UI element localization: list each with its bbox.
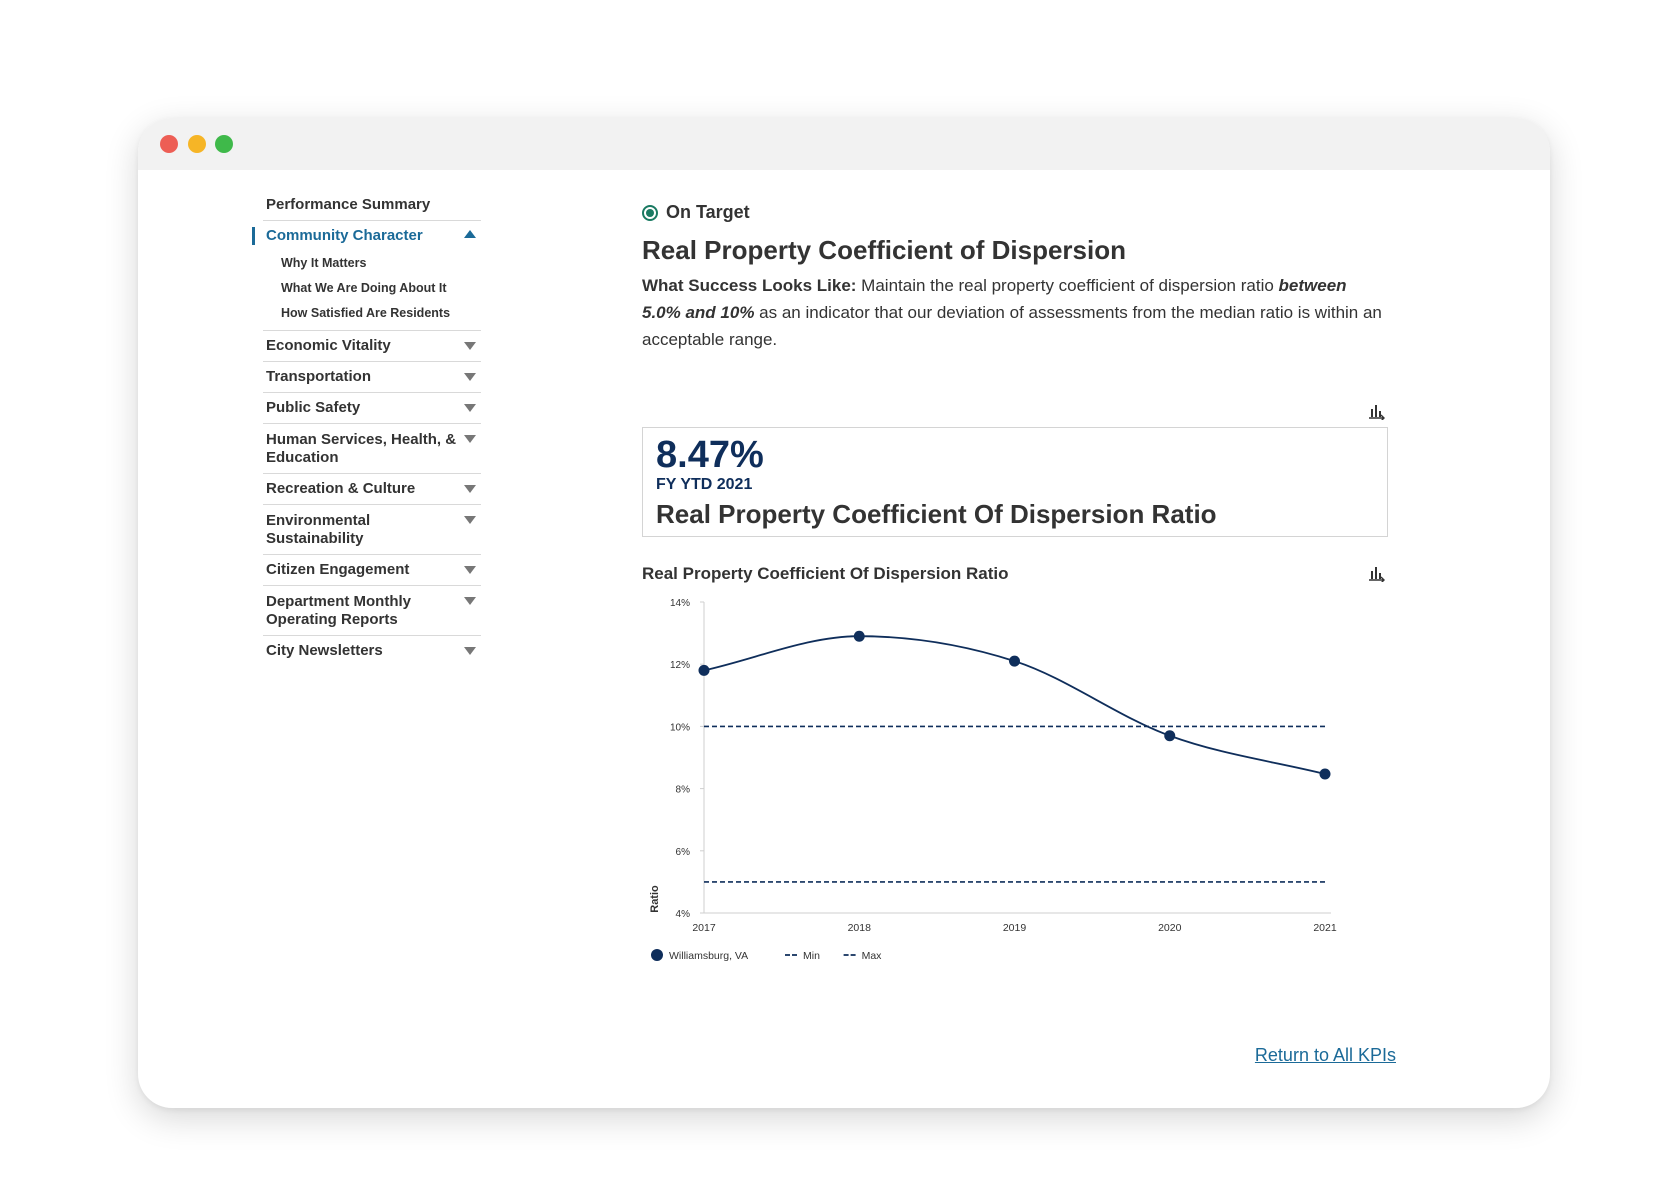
sidebar-item-label: Citizen Engagement bbox=[266, 561, 409, 578]
chevron-down-icon[interactable] bbox=[464, 404, 476, 412]
desc-part1: Maintain the real property coefficient o… bbox=[856, 276, 1278, 295]
chevron-down-icon[interactable] bbox=[464, 647, 476, 655]
sidebar-subitem-why-it-matters[interactable]: Why It Matters bbox=[281, 251, 481, 276]
status-badge: On Target bbox=[642, 202, 1392, 223]
return-to-all-kpis-link[interactable]: Return to All KPIs bbox=[1255, 1045, 1396, 1066]
sidebar-item-label: Public Safety bbox=[266, 399, 360, 416]
chevron-down-icon[interactable] bbox=[464, 597, 476, 605]
legend-label: Max bbox=[862, 950, 883, 962]
x-tick-label: 2017 bbox=[692, 922, 716, 934]
sidebar-item-label: Recreation & Culture bbox=[266, 480, 415, 497]
chart-title: Real Property Coefficient Of Dispersion … bbox=[642, 564, 1009, 584]
kpi-description: What Success Looks Like: Maintain the re… bbox=[642, 272, 1382, 353]
kpi-name: Real Property Coefficient Of Dispersion … bbox=[656, 498, 1374, 530]
sidebar-item-transportation[interactable]: Transportation bbox=[263, 362, 481, 393]
legend-label: Min bbox=[803, 950, 820, 962]
sidebar-item-public-safety[interactable]: Public Safety bbox=[263, 393, 481, 424]
y-axis-label: Ratio bbox=[649, 885, 661, 913]
window-titlebar bbox=[138, 118, 1550, 170]
close-window-button[interactable] bbox=[160, 135, 178, 153]
page-title: Real Property Coefficient of Dispersion bbox=[642, 235, 1392, 266]
kpi-period: FY YTD 2021 bbox=[656, 476, 1374, 494]
sidebar-item-department-reports[interactable]: Department Monthly Operating Reports bbox=[263, 586, 481, 636]
desc-lead: What Success Looks Like: bbox=[642, 276, 856, 295]
data-point bbox=[1320, 768, 1331, 779]
kpi-value: 8.47% bbox=[656, 434, 1374, 476]
y-tick-label: 8% bbox=[676, 785, 691, 796]
sidebar-subitem-how-satisfied[interactable]: How Satisfied Are Residents bbox=[281, 301, 481, 326]
chart-export-icon[interactable] bbox=[1368, 404, 1386, 420]
chevron-down-icon[interactable] bbox=[464, 485, 476, 493]
status-label: On Target bbox=[666, 202, 750, 223]
data-point bbox=[1164, 730, 1175, 741]
chevron-down-icon[interactable] bbox=[464, 342, 476, 350]
legend-marker bbox=[651, 949, 663, 961]
chevron-down-icon[interactable] bbox=[464, 373, 476, 381]
sidebar-subitems: Why It Matters What We Are Doing About I… bbox=[263, 251, 481, 331]
y-tick-label: 12% bbox=[670, 660, 690, 671]
data-point bbox=[699, 665, 710, 676]
sidebar-item-label: Community Character bbox=[266, 227, 423, 244]
x-tick-label: 2018 bbox=[848, 922, 872, 934]
line-chart: 4% 6% 8% 10% 12% 14% 2017 2018 2019 2020 2021 Ratio… bbox=[642, 588, 1392, 988]
chevron-up-icon[interactable] bbox=[464, 230, 476, 238]
sidebar-item-label: Economic Vitality bbox=[266, 337, 391, 354]
kpi-detail: On Target Real Property Coefficient of D… bbox=[642, 202, 1392, 353]
sidebar-item-label: Transportation bbox=[266, 368, 371, 385]
sidebar-nav: Performance Summary Community Character … bbox=[263, 190, 481, 666]
sidebar-item-human-services[interactable]: Human Services, Health, & Education bbox=[263, 424, 481, 474]
minimize-window-button[interactable] bbox=[188, 135, 206, 153]
y-tick-label: 6% bbox=[676, 847, 691, 858]
x-tick-label: 2021 bbox=[1313, 922, 1337, 934]
sidebar-item-city-newsletters[interactable]: City Newsletters bbox=[263, 636, 481, 666]
y-tick-label: 4% bbox=[676, 909, 691, 920]
sidebar-item-performance-summary[interactable]: Performance Summary bbox=[263, 190, 481, 221]
sidebar-item-label: Human Services, Health, & Education bbox=[266, 431, 456, 466]
sidebar-item-label: Environmental Sustainability bbox=[266, 512, 370, 547]
sidebar-item-recreation-culture[interactable]: Recreation & Culture bbox=[263, 474, 481, 505]
browser-window: Performance Summary Community Character … bbox=[138, 118, 1550, 1108]
x-tick-label: 2019 bbox=[1003, 922, 1027, 934]
sidebar-item-label: Department Monthly Operating Reports bbox=[266, 593, 411, 628]
chart-export-icon[interactable] bbox=[1368, 566, 1386, 582]
y-tick-label: 14% bbox=[670, 598, 690, 609]
maximize-window-button[interactable] bbox=[215, 135, 233, 153]
on-target-icon bbox=[642, 205, 658, 221]
chevron-down-icon[interactable] bbox=[464, 566, 476, 574]
x-tick-label: 2020 bbox=[1158, 922, 1182, 934]
chevron-down-icon[interactable] bbox=[464, 516, 476, 524]
chevron-down-icon[interactable] bbox=[464, 435, 476, 443]
sidebar-item-environmental-sustainability[interactable]: Environmental Sustainability bbox=[263, 505, 481, 555]
sidebar-item-community-character[interactable]: Community Character bbox=[263, 221, 481, 251]
y-tick-label: 10% bbox=[670, 722, 690, 733]
sidebar-item-citizen-engagement[interactable]: Citizen Engagement bbox=[263, 555, 481, 586]
sidebar-item-economic-vitality[interactable]: Economic Vitality bbox=[263, 331, 481, 362]
legend-label: Williamsburg, VA bbox=[669, 950, 748, 962]
sidebar-subitem-what-we-are-doing[interactable]: What We Are Doing About It bbox=[281, 276, 481, 301]
active-indicator bbox=[252, 227, 255, 245]
data-point bbox=[854, 631, 865, 642]
sidebar-item-label: City Newsletters bbox=[266, 642, 383, 659]
kpi-card: 8.47% FY YTD 2021 Real Property Coeffici… bbox=[642, 427, 1388, 537]
data-point bbox=[1009, 656, 1020, 667]
